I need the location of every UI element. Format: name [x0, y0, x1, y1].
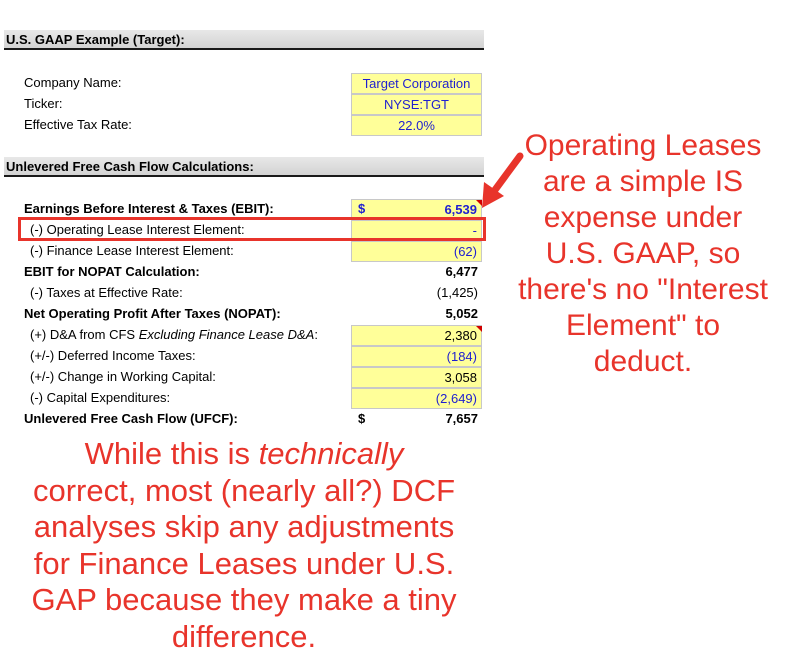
dit-cell[interactable]: (184) [351, 346, 482, 367]
company-name-label: Company Name: [24, 75, 122, 90]
note-line: analyses skip any adjustments [33, 509, 455, 544]
note-line: expense under [543, 201, 743, 234]
company-name-cell[interactable]: Target Corporation [351, 73, 482, 94]
note-line: Operating Leases [524, 129, 762, 162]
fin-lease-cell[interactable]: (62) [351, 241, 482, 262]
finance-lease-note: While this is technically correct, most … [4, 436, 484, 655]
capex-cell[interactable]: (2,649) [351, 388, 482, 409]
da-label-italic: Excluding Finance Lease D&A [138, 327, 315, 342]
gaap-section-header: U.S. GAAP Example (Target): [4, 30, 484, 50]
da-cell[interactable]: 2,380 [351, 325, 482, 346]
capex-label: (-) Capital Expenditures: [30, 390, 171, 405]
wc-label: (+/-) Change in Working Capital: [30, 369, 216, 384]
ebit-nopat-label: EBIT for NOPAT Calculation: [24, 264, 200, 279]
da-label-prefix: (+) D&A from CFS [30, 327, 139, 342]
nopat-label: Net Operating Profit After Taxes (NOPAT)… [24, 306, 281, 321]
ebit-currency: $ [358, 201, 366, 216]
op-lease-label: (-) Operating Lease Interest Element: [30, 222, 245, 237]
note-line: Element" to [565, 309, 721, 342]
ticker-cell[interactable]: NYSE:TGT [351, 94, 482, 115]
ticker-label: Ticker: [24, 96, 63, 111]
red-arrow-icon [482, 152, 524, 208]
note-line: GAP because they make a tiny [31, 582, 457, 617]
comment-indicator-icon [476, 200, 482, 206]
ufcf-currency: $ [358, 411, 366, 426]
ufcf-label: Unlevered Free Cash Flow (UFCF): [24, 411, 238, 426]
note-line: there's no "Interest [518, 273, 768, 306]
ebit-nopat-cell: 6,477 [445, 264, 478, 279]
note-line: correct, most (nearly all?) DCF [32, 472, 456, 508]
wc-cell[interactable]: 3,058 [351, 367, 482, 388]
da-label: (+) D&A from CFS Excluding Finance Lease… [30, 325, 318, 345]
da-label-suffix: : [314, 327, 318, 342]
nopat-cell: 5,052 [445, 306, 478, 321]
note-line-prefix: While this is [84, 436, 259, 471]
ufcf-section-header: Unlevered Free Cash Flow Calculations: [4, 157, 484, 177]
operating-lease-note: Operating Leases are a simple IS expense… [500, 128, 786, 380]
dit-label: (+/-) Deferred Income Taxes: [30, 348, 196, 363]
ufcf-cell: 7,657 [445, 411, 478, 426]
note-line: are a simple IS [542, 165, 744, 198]
tax-rate-cell[interactable]: 22.0% [351, 115, 482, 136]
note-line: for Finance Leases under U.S. [33, 545, 455, 581]
note-line: While this is technically [4, 436, 484, 473]
taxes-cell: (1,425) [436, 285, 478, 300]
highlight-box [18, 217, 486, 241]
fin-lease-label: (-) Finance Lease Interest Element: [30, 243, 234, 258]
comment-indicator-icon [476, 326, 482, 332]
note-line-italic: technically [258, 436, 404, 471]
taxes-label: (-) Taxes at Effective Rate: [30, 285, 183, 300]
note-line: difference. [171, 618, 317, 654]
ebit-label: Earnings Before Interest & Taxes (EBIT): [24, 201, 274, 216]
tax-rate-label: Effective Tax Rate: [24, 117, 132, 132]
note-line: U.S. GAAP, so [545, 237, 741, 270]
note-line: deduct. [593, 345, 693, 378]
